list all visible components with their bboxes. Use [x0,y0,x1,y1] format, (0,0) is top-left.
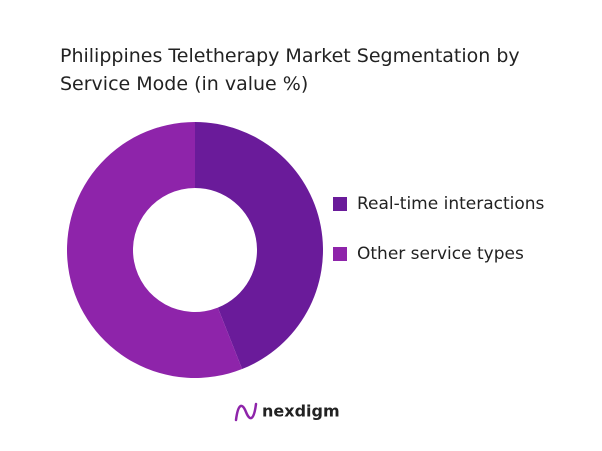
legend-swatch [333,247,347,261]
legend-label: Other service types [357,244,524,264]
legend-swatch [333,197,347,211]
donut-slice [195,122,323,370]
donut-slice [67,122,243,378]
legend-label: Real-time interactions [357,194,545,214]
chart-title: Philippines Teletherapy Market Segmentat… [60,45,520,95]
logo-icon [234,402,258,422]
brand-name: nexdigm [262,402,340,421]
logo-stroke [234,402,258,422]
